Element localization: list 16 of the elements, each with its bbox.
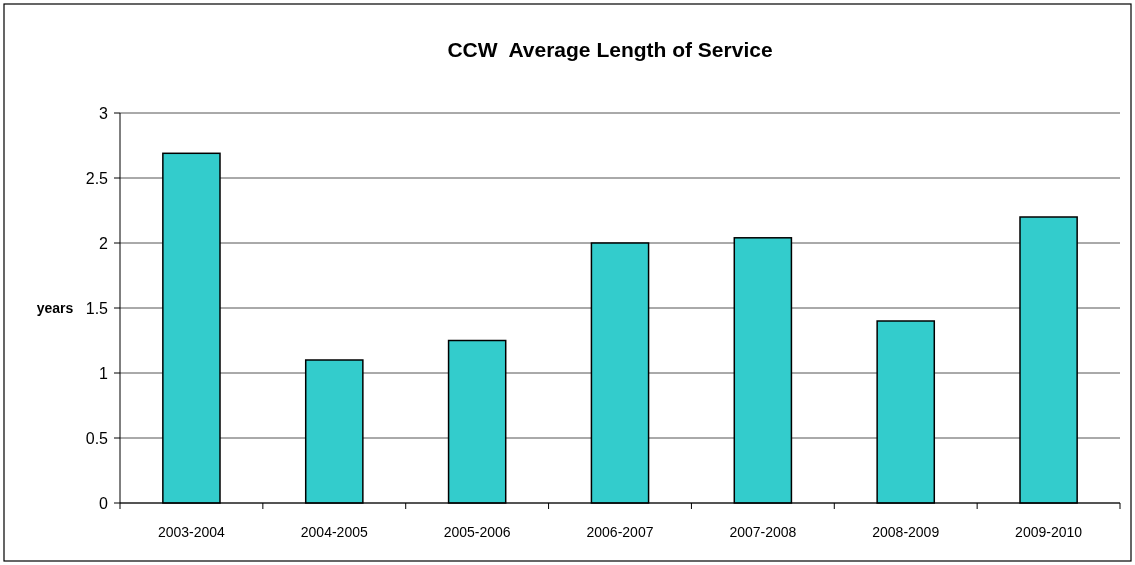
y-axis-title: years: [36, 300, 74, 316]
y-tick-label: 1: [99, 365, 109, 382]
y-tick-label: 3: [99, 105, 109, 122]
y-tick-label: 1.5: [85, 300, 109, 317]
x-tick-label: 2005-2006: [443, 524, 511, 540]
x-tick-label: 2007-2008: [729, 524, 797, 540]
y-tick-label: 2.5: [85, 170, 109, 187]
x-tick-label: 2004-2005: [300, 524, 368, 540]
x-tick-label: 2009-2010: [1015, 524, 1083, 540]
y-tick-label: 2: [99, 235, 109, 252]
chart-title: CCW Average Length of Service: [447, 38, 773, 61]
x-tick-label: 2008-2009: [872, 524, 940, 540]
y-tick-label: 0: [99, 495, 109, 512]
y-tick-label: 0.5: [85, 430, 109, 447]
x-tick-label: 2006-2007: [586, 524, 654, 540]
x-tick-label: 2003-2004: [157, 524, 226, 540]
